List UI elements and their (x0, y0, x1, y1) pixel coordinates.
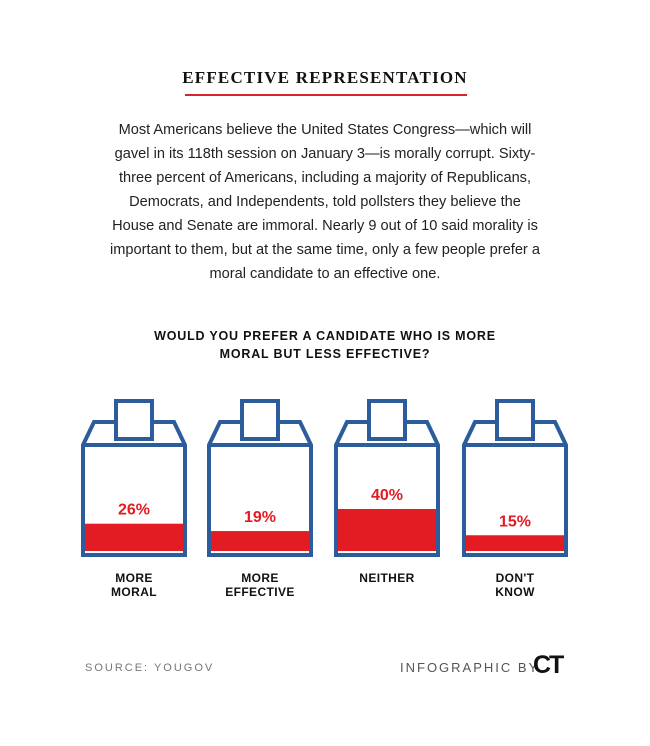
fill-level (466, 535, 564, 551)
value-label: 15% (499, 513, 531, 530)
credit: INFOGRAPHIC BY (400, 660, 540, 675)
ballot-slip (495, 399, 535, 441)
category-label: NEITHER (359, 571, 415, 585)
ballot-box (334, 420, 440, 557)
intro-text: Most Americans believe the United States… (110, 122, 540, 282)
ballot-slip (240, 399, 280, 441)
fill-level (338, 509, 436, 551)
category-label: MORE EFFECTIVE (225, 571, 295, 599)
category-label: DON'T KNOW (495, 571, 535, 599)
ballot-box (81, 420, 187, 557)
logo: CT (533, 651, 564, 679)
title-rule (185, 94, 467, 96)
chart-title: WOULD YOU PREFER A CANDIDATE WHO IS MORE… (154, 329, 496, 361)
value-label: 40% (371, 487, 403, 504)
value-label: 26% (118, 502, 150, 519)
value-label: 19% (244, 509, 276, 526)
ballot-box (462, 420, 568, 557)
title: EFFECTIVE REPRESENTATION (182, 68, 468, 87)
ballot-slip (114, 399, 154, 441)
fill-level (211, 531, 309, 551)
fill-level (85, 523, 183, 551)
source: SOURCE: YOUGOV (85, 662, 215, 674)
category-label: MORE MORAL (111, 571, 157, 599)
ballot-slip (367, 399, 407, 441)
ballot-box (207, 420, 313, 557)
